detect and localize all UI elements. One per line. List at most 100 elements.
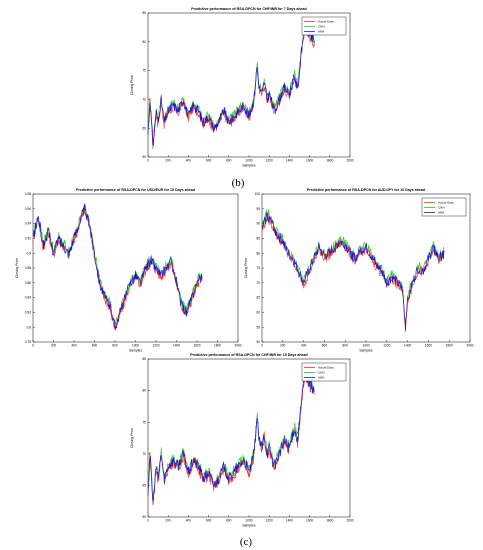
x-tick-label: 600: [206, 519, 212, 523]
x-tick-label: 1400: [286, 159, 293, 163]
y-tick-label: 65: [142, 484, 146, 488]
y-tick-label: 0.94: [25, 222, 31, 226]
series-line-ann: [147, 22, 315, 146]
x-axis-label: Samples: [242, 164, 255, 168]
x-tick-label: 1200: [266, 519, 273, 523]
series-line-ann: [32, 203, 203, 330]
y-tick-label: 0.98: [25, 192, 31, 196]
y-tick-label: 75: [142, 420, 146, 424]
y-tick-label: 0.88: [25, 266, 31, 270]
series-line-ann: [261, 211, 445, 331]
chart-title: Predictive performance of RSA-DPCN for U…: [76, 188, 195, 192]
x-tick-label: 800: [112, 344, 118, 348]
legend-entry: ANN: [318, 30, 324, 34]
x-tick-label: 1800: [214, 344, 221, 348]
chart-title: Predictive performance of RSA-DPCN for A…: [307, 188, 425, 192]
legend-entry: ANN: [318, 376, 324, 380]
chart-chf-inr-7-days: Predictive performance of RSA-DPCN for C…: [130, 7, 354, 168]
x-tick-label: 800: [226, 519, 232, 523]
x-tick-label: 2000: [346, 159, 353, 163]
y-tick-label: 0.82: [25, 311, 31, 315]
x-tick-label: 0: [32, 344, 34, 348]
panel-label-c: (c): [240, 536, 253, 548]
legend-entry: Actual Data: [438, 201, 454, 205]
chart-aud-jpy-10-days: Predictive performance of RSA-DPCN for A…: [244, 188, 474, 353]
panel-label-b: (b): [232, 177, 245, 189]
x-tick-label: 2000: [466, 344, 473, 348]
x-axis-label: Samples: [359, 349, 372, 353]
y-tick-label: 80: [142, 389, 146, 393]
x-tick-label: 200: [51, 344, 57, 348]
legend-entry: Actual Data: [318, 366, 334, 370]
legend-entry: CNN: [318, 25, 325, 29]
y-tick-label: 65: [142, 126, 146, 130]
y-axis-label: Closing Price: [15, 258, 19, 278]
x-tick-label: 800: [226, 159, 232, 163]
x-tick-label: 600: [92, 344, 98, 348]
y-tick-label: 100: [255, 192, 261, 196]
x-tick-label: 1200: [266, 159, 273, 163]
x-tick-label: 1000: [362, 344, 369, 348]
y-tick-label: 90: [256, 222, 260, 226]
x-tick-label: 1800: [326, 159, 333, 163]
x-tick-label: 1800: [326, 519, 333, 523]
x-tick-label: 1600: [193, 344, 200, 348]
y-tick-label: 60: [256, 311, 260, 315]
x-tick-label: 1200: [383, 344, 390, 348]
x-axis-label: Samples: [129, 349, 142, 353]
x-tick-label: 1600: [306, 519, 313, 523]
x-tick-label: 1400: [286, 519, 293, 523]
y-tick-label: 55: [256, 325, 260, 329]
x-tick-label: 0: [261, 344, 263, 348]
y-tick-label: 75: [256, 266, 260, 270]
plot-area: [147, 358, 351, 518]
y-tick-label: 85: [256, 237, 260, 241]
y-tick-label: 85: [142, 357, 146, 361]
x-tick-label: 800: [343, 344, 349, 348]
y-tick-label: 0.86: [25, 281, 31, 285]
x-tick-label: 600: [322, 344, 328, 348]
y-tick-label: 80: [142, 40, 146, 44]
y-tick-label: 95: [256, 207, 260, 211]
y-tick-label: 80: [256, 251, 260, 255]
x-axis-label: Samples: [242, 524, 255, 528]
y-tick-label: 75: [142, 69, 146, 73]
y-tick-label: 65: [256, 296, 260, 300]
legend-entry: CNN: [318, 371, 325, 375]
legend-entry: ANN: [438, 211, 444, 215]
y-tick-label: 50: [256, 340, 260, 344]
y-tick-label: 0.9: [27, 251, 32, 255]
x-tick-label: 1000: [245, 159, 252, 163]
x-tick-label: 200: [166, 519, 172, 523]
y-tick-label: 0.84: [25, 296, 31, 300]
y-axis-label: Closing Price: [244, 258, 248, 278]
chart-title: Predictive performance of RSA-DPCN for C…: [190, 353, 307, 357]
y-tick-label: 60: [142, 155, 146, 159]
legend-entry: CNN: [438, 206, 445, 210]
y-tick-label: 0.8: [27, 325, 32, 329]
y-tick-label: 0.78: [25, 340, 31, 344]
chart-chf-inr-15-days: Predictive performance of RSA-DPCN for C…: [130, 353, 354, 528]
x-tick-label: 400: [186, 159, 192, 163]
x-tick-label: 1000: [132, 344, 139, 348]
legend-entry: Actual Data: [318, 20, 334, 24]
y-axis-label: Closing Price: [130, 75, 134, 95]
plot-area: [147, 12, 351, 158]
y-tick-label: 60: [142, 515, 146, 519]
x-tick-label: 1400: [173, 344, 180, 348]
x-tick-label: 1200: [152, 344, 159, 348]
x-tick-label: 400: [301, 344, 307, 348]
x-tick-label: 1600: [425, 344, 432, 348]
x-tick-label: 200: [166, 159, 172, 163]
y-tick-label: 70: [256, 281, 260, 285]
x-tick-label: 0: [147, 159, 149, 163]
x-tick-label: 2000: [234, 344, 241, 348]
y-tick-label: 0.92: [25, 237, 31, 241]
y-tick-label: 0.96: [25, 207, 31, 211]
chart-usd-eur-15-days: Predictive performance of RSA-DPCN for U…: [15, 188, 242, 353]
x-tick-label: 1800: [446, 344, 453, 348]
x-tick-label: 400: [71, 344, 77, 348]
